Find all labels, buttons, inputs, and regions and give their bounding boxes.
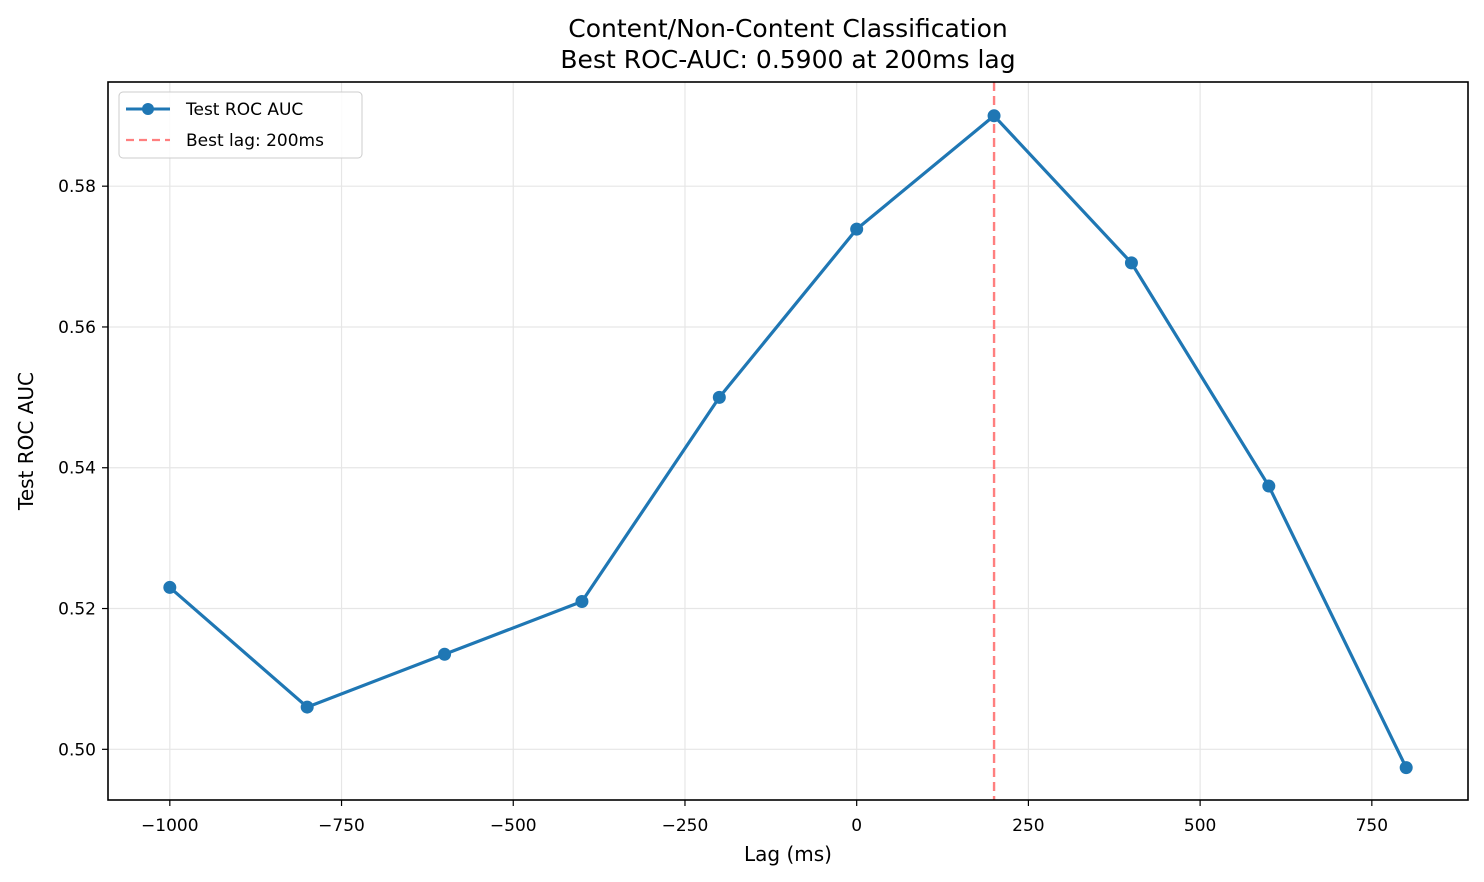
x-axis-ticks: −1000 −750 −500 −250 0 250 500 750 <box>141 800 1388 836</box>
plot-frame <box>107 81 1469 801</box>
legend-label-series: Test ROC AUC <box>185 100 303 120</box>
data-point-marker <box>1262 479 1276 493</box>
data-point-marker <box>712 390 726 404</box>
legend: Test ROC AUC Best lag: 200ms <box>118 91 363 159</box>
y-tick-label: 0.58 <box>58 177 96 197</box>
grid-lines <box>108 82 1468 800</box>
data-point-marker <box>438 647 452 661</box>
x-axis-label: Lag (ms) <box>744 842 832 866</box>
x-tick-label: −1000 <box>141 816 199 836</box>
data-point-marker <box>1399 761 1413 775</box>
series-line <box>168 114 1408 769</box>
chart-title: Content/Non-Content Classification <box>568 14 1008 43</box>
series-test-roc-auc <box>163 109 1413 775</box>
x-tick-label: 750 <box>1356 816 1388 836</box>
y-axis-label: Test ROC AUC <box>14 372 38 511</box>
chart-subtitle: Best ROC-AUC: 0.5900 at 200ms lag <box>560 45 1015 74</box>
x-tick-label: 250 <box>1012 816 1044 836</box>
legend-marker-icon <box>142 103 154 115</box>
y-tick-label: 0.56 <box>58 318 96 338</box>
data-point-marker <box>1124 256 1138 270</box>
y-tick-label: 0.50 <box>58 740 96 760</box>
x-tick-label: −250 <box>662 816 709 836</box>
x-tick-label: 0 <box>851 816 862 836</box>
y-tick-label: 0.52 <box>58 600 96 620</box>
legend-label-best-lag: Best lag: 200ms <box>186 131 324 151</box>
data-point-marker <box>163 580 177 594</box>
legend-box <box>118 91 363 159</box>
data-point-marker <box>575 594 589 608</box>
data-point-marker <box>850 222 864 236</box>
x-tick-label: 500 <box>1184 816 1216 836</box>
x-tick-label: −750 <box>318 816 365 836</box>
data-point-marker <box>300 700 314 714</box>
data-point-marker <box>987 109 1001 123</box>
y-axis-ticks: 0.50 0.52 0.54 0.56 0.58 <box>58 177 108 760</box>
y-tick-label: 0.54 <box>58 459 96 479</box>
x-tick-label: −500 <box>490 816 537 836</box>
